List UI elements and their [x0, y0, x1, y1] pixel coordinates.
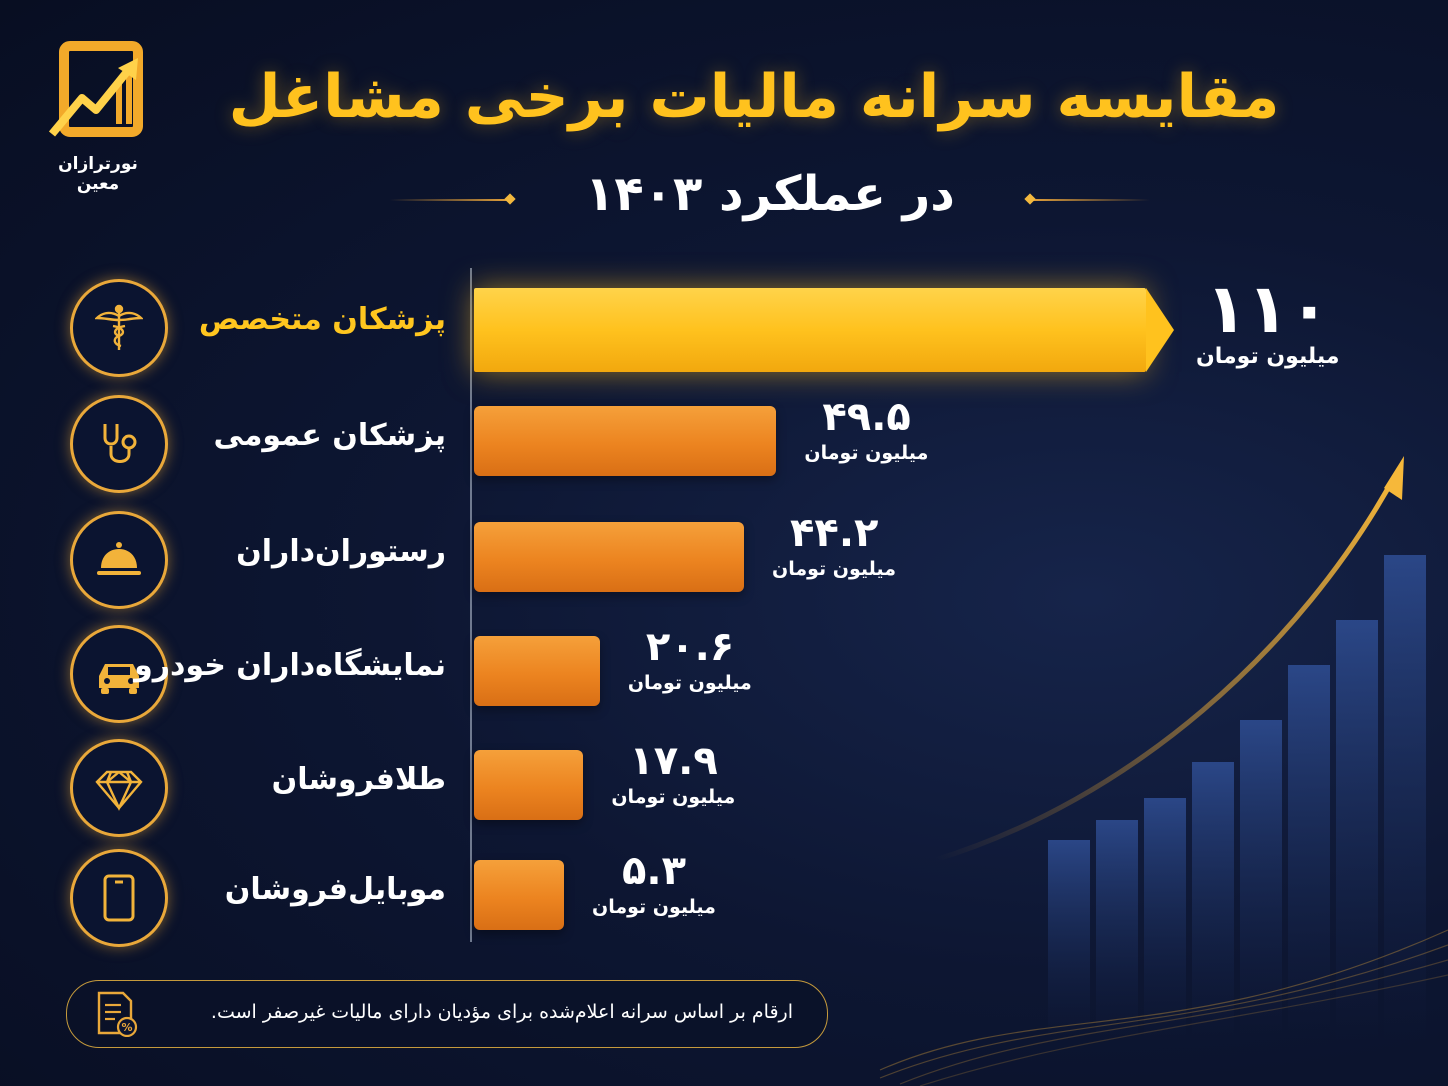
subtitle-rule-left — [390, 199, 510, 201]
svg-text:%: % — [121, 1021, 132, 1034]
footnote: % ارقام بر اساس سرانه اعلام‌شده برای مؤد… — [66, 980, 828, 1048]
bar — [474, 288, 1146, 372]
bar-icon-badge — [70, 511, 168, 609]
bar-row: موبایل‌فروشان ۵.۳ میلیون تومان — [0, 846, 1448, 956]
bar-row: رستوران‌داران ۴۴.۲ میلیون تومان — [0, 508, 1448, 618]
bar-icon-badge — [70, 849, 168, 947]
category-label: پزشکان متخصص — [198, 302, 446, 337]
category-label: نمایشگاه‌داران خودرو — [134, 648, 446, 683]
category-label: پزشکان عمومی — [213, 418, 446, 453]
unit-label: میلیون تومان — [772, 558, 896, 580]
bar-row: پزشکان عمومی ۴۹.۵ میلیون تومان — [0, 392, 1448, 502]
car-icon — [99, 664, 139, 694]
brand-name: نورترازان معین — [58, 154, 138, 194]
background-gold-waves — [879, 929, 1448, 1086]
stethoscope-icon — [103, 424, 137, 463]
bar-icon-badge — [70, 625, 168, 723]
footnote-text: ارقام بر اساس سرانه اعلام‌شده برای مؤدیا… — [210, 1001, 793, 1023]
category-label: رستوران‌داران — [236, 534, 446, 569]
unit-label: میلیون تومان — [592, 896, 716, 918]
value-label: ۴۹.۵ — [822, 394, 911, 440]
unit-label: میلیون تومان — [627, 672, 752, 694]
value-label: ۴۴.۲ — [790, 510, 879, 556]
page-title: مقایسه سرانه مالیات برخی مشاغل — [228, 62, 1280, 132]
bar-icon-badge — [70, 279, 168, 377]
subtitle-rule-right — [1030, 199, 1150, 201]
cloche-icon — [97, 542, 141, 575]
value-label: ۱۱۰ — [1205, 270, 1331, 349]
unit-label: میلیون تومان — [804, 442, 929, 464]
background-growth-bars — [1048, 555, 1426, 1040]
brand-logo: نورترازان معین — [36, 40, 160, 194]
category-label: موبایل‌فروشان — [224, 872, 446, 907]
category-label: طلافروشان — [271, 762, 446, 797]
subtitle-row: در عملکرد ۱۴۰۳ — [390, 166, 1150, 236]
unit-label: میلیون تومان — [611, 786, 736, 808]
chart-axis — [470, 268, 472, 942]
caduceus-icon — [95, 304, 143, 350]
bar-icon-badge — [70, 395, 168, 493]
bar — [474, 636, 600, 706]
bar-row: نمایشگاه‌داران خودرو ۲۰.۶ میلیون تومان — [0, 622, 1448, 732]
value-label: ۵.۳ — [622, 848, 687, 894]
page-subtitle: در عملکرد ۱۴۰۳ — [585, 166, 955, 222]
diamond-icon — [95, 770, 143, 811]
bar-arrow-tip — [1146, 288, 1174, 372]
mobile-phone-icon — [103, 874, 135, 922]
bar-row: پزشکان متخصص ۱۱۰ میلیون تومان — [0, 270, 1448, 386]
bar — [474, 522, 745, 592]
bar — [474, 406, 777, 476]
unit-label: میلیون تومان — [1196, 344, 1340, 369]
document-percent-icon: % — [97, 991, 138, 1037]
trend-arrow-icon — [934, 456, 1404, 863]
value-label: ۱۷.۹ — [629, 738, 718, 784]
bar-row: طلافروشان ۱۷.۹ میلیون تومان — [0, 736, 1448, 846]
bar-icon-badge — [70, 739, 168, 837]
bar — [474, 860, 564, 930]
logo-chart-arrow-icon — [48, 41, 143, 137]
bar — [474, 750, 584, 820]
value-label: ۲۰.۶ — [645, 624, 735, 670]
